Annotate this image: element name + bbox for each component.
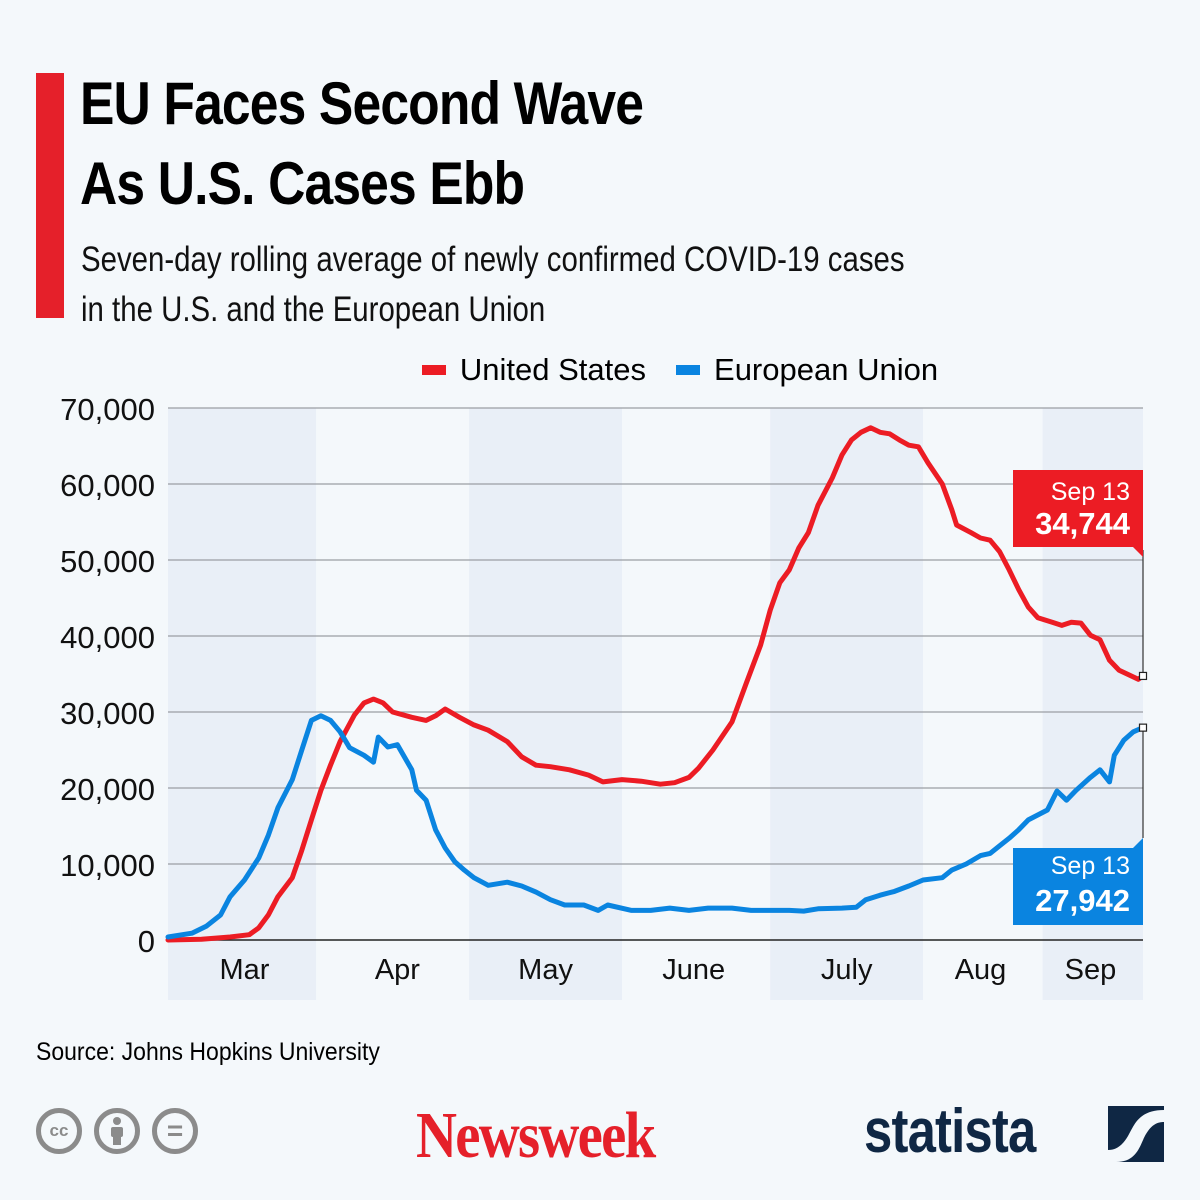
chart-legend: United States European Union xyxy=(0,352,1200,388)
eu-callout-value: 27,942 xyxy=(1035,883,1130,918)
us-series-line xyxy=(165,425,1146,943)
statista-logo[interactable]: statista xyxy=(864,1097,1036,1166)
newsweek-logo[interactable]: Newsweek xyxy=(416,1099,656,1172)
month-band xyxy=(168,408,317,1000)
month-band xyxy=(770,408,924,1000)
subtitle-line-2: in the U.S. and the European Union xyxy=(81,290,546,329)
y-tick-label: 40,000 xyxy=(60,620,155,655)
month-band xyxy=(622,408,771,1000)
month-band xyxy=(316,408,470,1000)
eu-callout-date: Sep 13 xyxy=(1051,852,1130,880)
y-tick-label: 50,000 xyxy=(60,544,155,579)
x-tick-label: June xyxy=(662,954,725,986)
y-tick-label: 30,000 xyxy=(60,696,155,731)
us-callout-date: Sep 13 xyxy=(1051,478,1130,506)
x-tick-label: Apr xyxy=(375,954,420,986)
statista-mark-icon xyxy=(1108,1106,1164,1162)
eu-series-line xyxy=(165,713,1146,940)
eu-callout-box xyxy=(1013,838,1143,925)
us-callout-value: 34,744 xyxy=(1035,506,1131,541)
chart-title: EU Faces Second Wave As U.S. Cases Ebb xyxy=(80,64,644,224)
creative-commons-icon[interactable]: cc xyxy=(36,1108,82,1154)
source-note: Source: Johns Hopkins University xyxy=(36,1038,380,1066)
chart-subtitle: Seven-day rolling average of newly confi… xyxy=(81,235,905,335)
us-callout-box xyxy=(1013,470,1143,557)
legend-item-united-states: United States xyxy=(262,352,646,388)
x-tick-label: Mar xyxy=(219,954,269,986)
y-tick-label: 20,000 xyxy=(60,772,155,807)
title-line-1: EU Faces Second Wave xyxy=(80,70,644,137)
x-tick-label: Sep xyxy=(1065,954,1117,986)
title-line-2: As U.S. Cases Ebb xyxy=(80,150,525,217)
eu-end-marker xyxy=(1138,723,1148,732)
no-derivatives-icon[interactable]: = xyxy=(152,1108,198,1154)
legend-item-european-union: European Union xyxy=(676,352,938,388)
person-glyph xyxy=(111,1117,123,1145)
equals-glyph: = xyxy=(166,1115,184,1146)
y-tick-label: 10,000 xyxy=(60,848,155,883)
legend-label-us: United States xyxy=(459,352,647,387)
month-band xyxy=(469,408,623,1000)
x-tick-label: July xyxy=(821,954,873,986)
x-tick-label: May xyxy=(518,954,573,986)
title-accent-bar xyxy=(36,73,64,318)
y-tick-label: 70,000 xyxy=(60,392,155,427)
legend-label-eu: European Union xyxy=(714,352,939,387)
cc-glyph: cc xyxy=(49,1121,69,1140)
y-tick-label: 60,000 xyxy=(60,468,155,503)
x-tick-label: Aug xyxy=(955,954,1007,986)
attribution-icon[interactable] xyxy=(94,1108,140,1154)
legend-swatch-eu xyxy=(676,365,701,375)
us-end-marker xyxy=(1138,671,1148,681)
legend-swatch-us xyxy=(421,365,446,375)
license-icons: cc = xyxy=(36,1108,198,1154)
subtitle-line-1: Seven-day rolling average of newly confi… xyxy=(81,240,905,279)
y-tick-label: 0 xyxy=(138,924,155,959)
